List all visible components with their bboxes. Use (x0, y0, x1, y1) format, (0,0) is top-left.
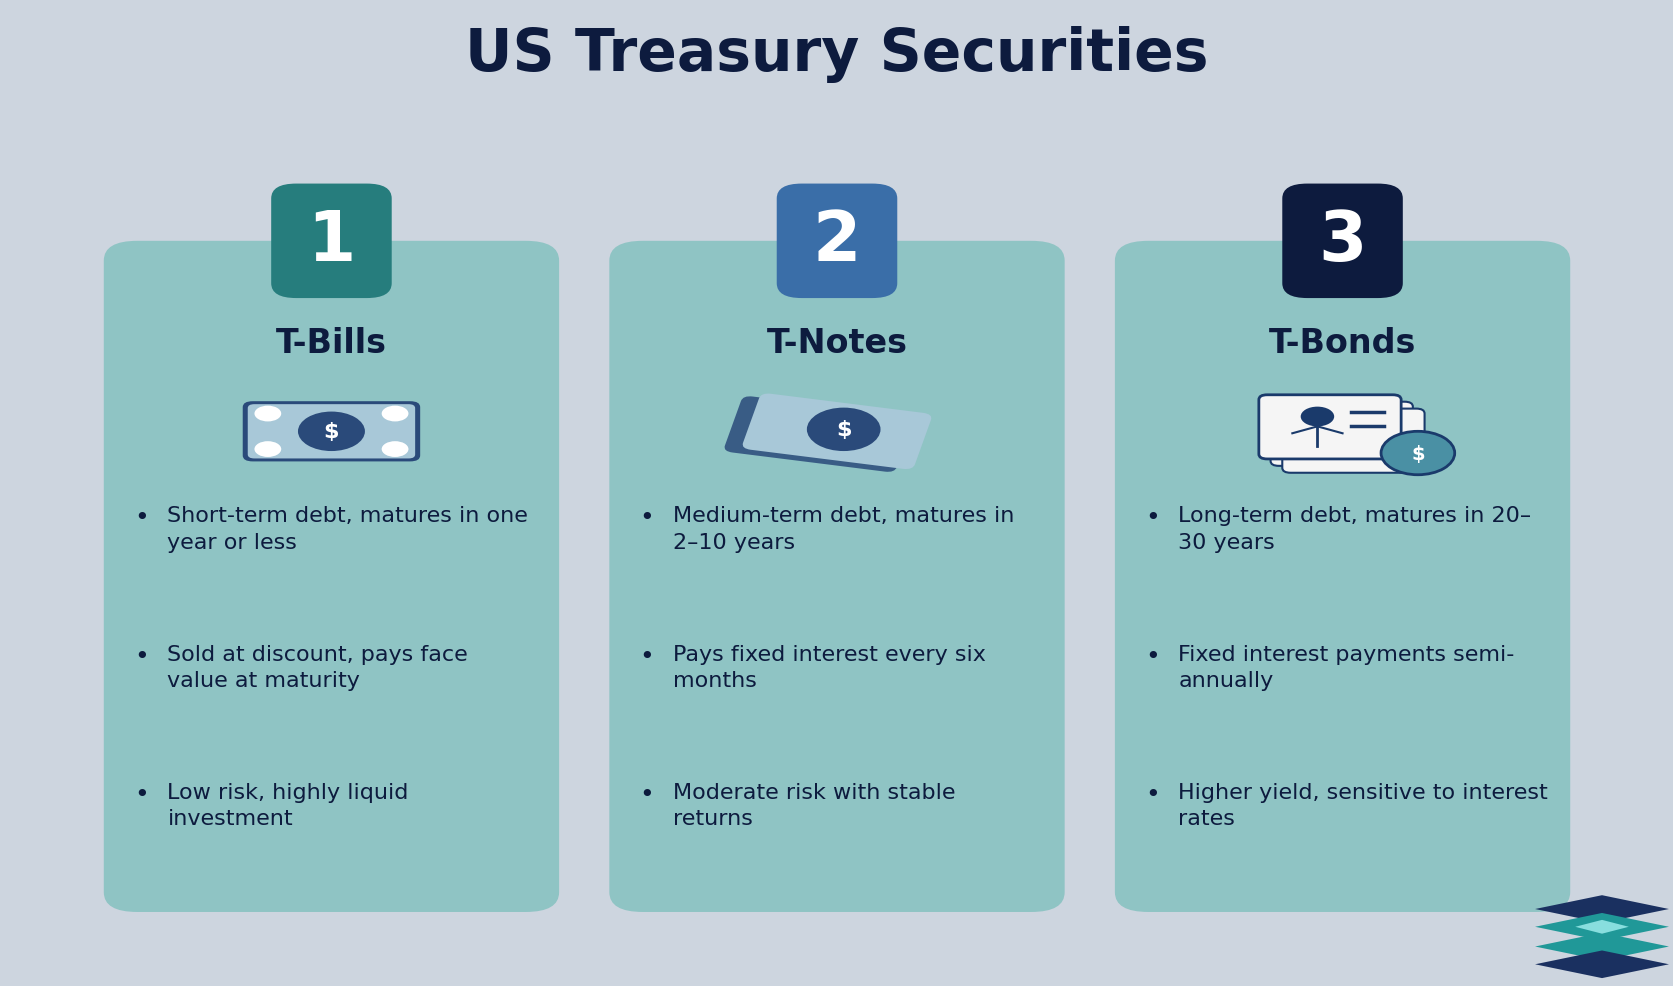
Text: •: • (134, 782, 149, 806)
Polygon shape (1534, 951, 1668, 978)
FancyBboxPatch shape (1114, 242, 1569, 912)
Text: •: • (639, 644, 654, 668)
FancyBboxPatch shape (609, 242, 1064, 912)
Text: •: • (134, 506, 149, 529)
Text: T-Notes: T-Notes (766, 326, 907, 360)
FancyBboxPatch shape (104, 242, 559, 912)
Text: 1: 1 (308, 208, 355, 275)
Circle shape (254, 406, 281, 422)
Circle shape (381, 442, 408, 458)
Text: Fixed interest payments semi-
annually: Fixed interest payments semi- annually (1178, 644, 1514, 690)
Text: •: • (1144, 644, 1159, 668)
Text: Sold at discount, pays face
value at maturity: Sold at discount, pays face value at mat… (167, 644, 468, 690)
Text: US Treasury Securities: US Treasury Securities (465, 26, 1208, 83)
Text: T-Bills: T-Bills (276, 326, 386, 360)
Circle shape (254, 442, 281, 458)
Text: Medium-term debt, matures in
2–10 years: Medium-term debt, matures in 2–10 years (673, 506, 1014, 552)
FancyBboxPatch shape (248, 404, 415, 459)
FancyBboxPatch shape (724, 397, 913, 472)
Text: Moderate risk with stable
returns: Moderate risk with stable returns (673, 782, 955, 828)
FancyBboxPatch shape (271, 184, 391, 299)
Text: •: • (1144, 782, 1159, 806)
Circle shape (1300, 407, 1333, 427)
FancyBboxPatch shape (743, 394, 930, 469)
Text: •: • (639, 506, 654, 529)
Text: T-Bonds: T-Bonds (1268, 326, 1415, 360)
FancyBboxPatch shape (1282, 409, 1424, 473)
Text: •: • (134, 644, 149, 668)
Text: •: • (1144, 506, 1159, 529)
Circle shape (1380, 432, 1454, 475)
Text: $: $ (835, 420, 852, 440)
Polygon shape (1534, 895, 1668, 923)
Circle shape (299, 413, 363, 451)
Text: Higher yield, sensitive to interest
rates: Higher yield, sensitive to interest rate… (1178, 782, 1548, 828)
Circle shape (381, 406, 408, 422)
Circle shape (806, 408, 880, 452)
FancyBboxPatch shape (243, 402, 420, 461)
Text: $: $ (323, 422, 340, 442)
FancyBboxPatch shape (1258, 395, 1400, 459)
Text: •: • (639, 782, 654, 806)
Polygon shape (1574, 920, 1628, 934)
Text: 2: 2 (813, 208, 860, 275)
FancyBboxPatch shape (1282, 184, 1402, 299)
Text: Long-term debt, matures in 20–
30 years: Long-term debt, matures in 20– 30 years (1178, 506, 1531, 552)
Polygon shape (1534, 913, 1668, 941)
Text: Pays fixed interest every six
months: Pays fixed interest every six months (673, 644, 985, 690)
FancyBboxPatch shape (776, 184, 897, 299)
Text: $: $ (1410, 444, 1424, 463)
Text: 3: 3 (1318, 208, 1365, 275)
Polygon shape (1534, 933, 1668, 960)
FancyBboxPatch shape (1270, 402, 1412, 466)
Text: Low risk, highly liquid
investment: Low risk, highly liquid investment (167, 782, 408, 828)
Circle shape (298, 412, 365, 452)
Text: Short-term debt, matures in one
year or less: Short-term debt, matures in one year or … (167, 506, 529, 552)
